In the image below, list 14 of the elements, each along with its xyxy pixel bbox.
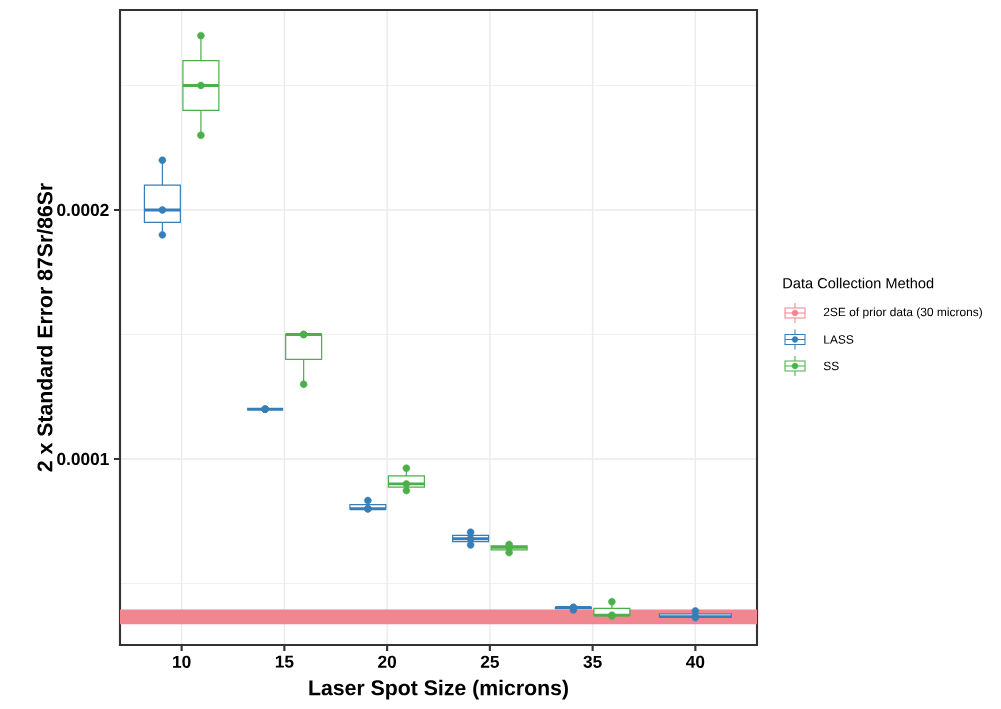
x-axis-title: Laser Spot Size (microns) xyxy=(309,679,568,700)
x-tick-label: 15 xyxy=(275,655,294,668)
legend-label: SS xyxy=(823,361,839,371)
legend-title: Data Collection Method xyxy=(783,277,934,289)
y-axis-title: 2 x Standard Error 87Sr/86Sr xyxy=(36,183,53,472)
x-tick-label: 10 xyxy=(173,655,191,668)
y-tick-label: 0.0002 xyxy=(57,203,109,217)
x-tick-label: 40 xyxy=(686,655,705,668)
legend-label: 2SE of prior data (30 microns) xyxy=(823,307,982,319)
x-tick-label: 20 xyxy=(378,655,397,668)
x-tick-label: 35 xyxy=(583,655,602,668)
x-tick-label: 25 xyxy=(480,655,499,668)
legend-label: LASS xyxy=(824,335,854,344)
y-tick-label: 0.0001 xyxy=(57,452,109,466)
